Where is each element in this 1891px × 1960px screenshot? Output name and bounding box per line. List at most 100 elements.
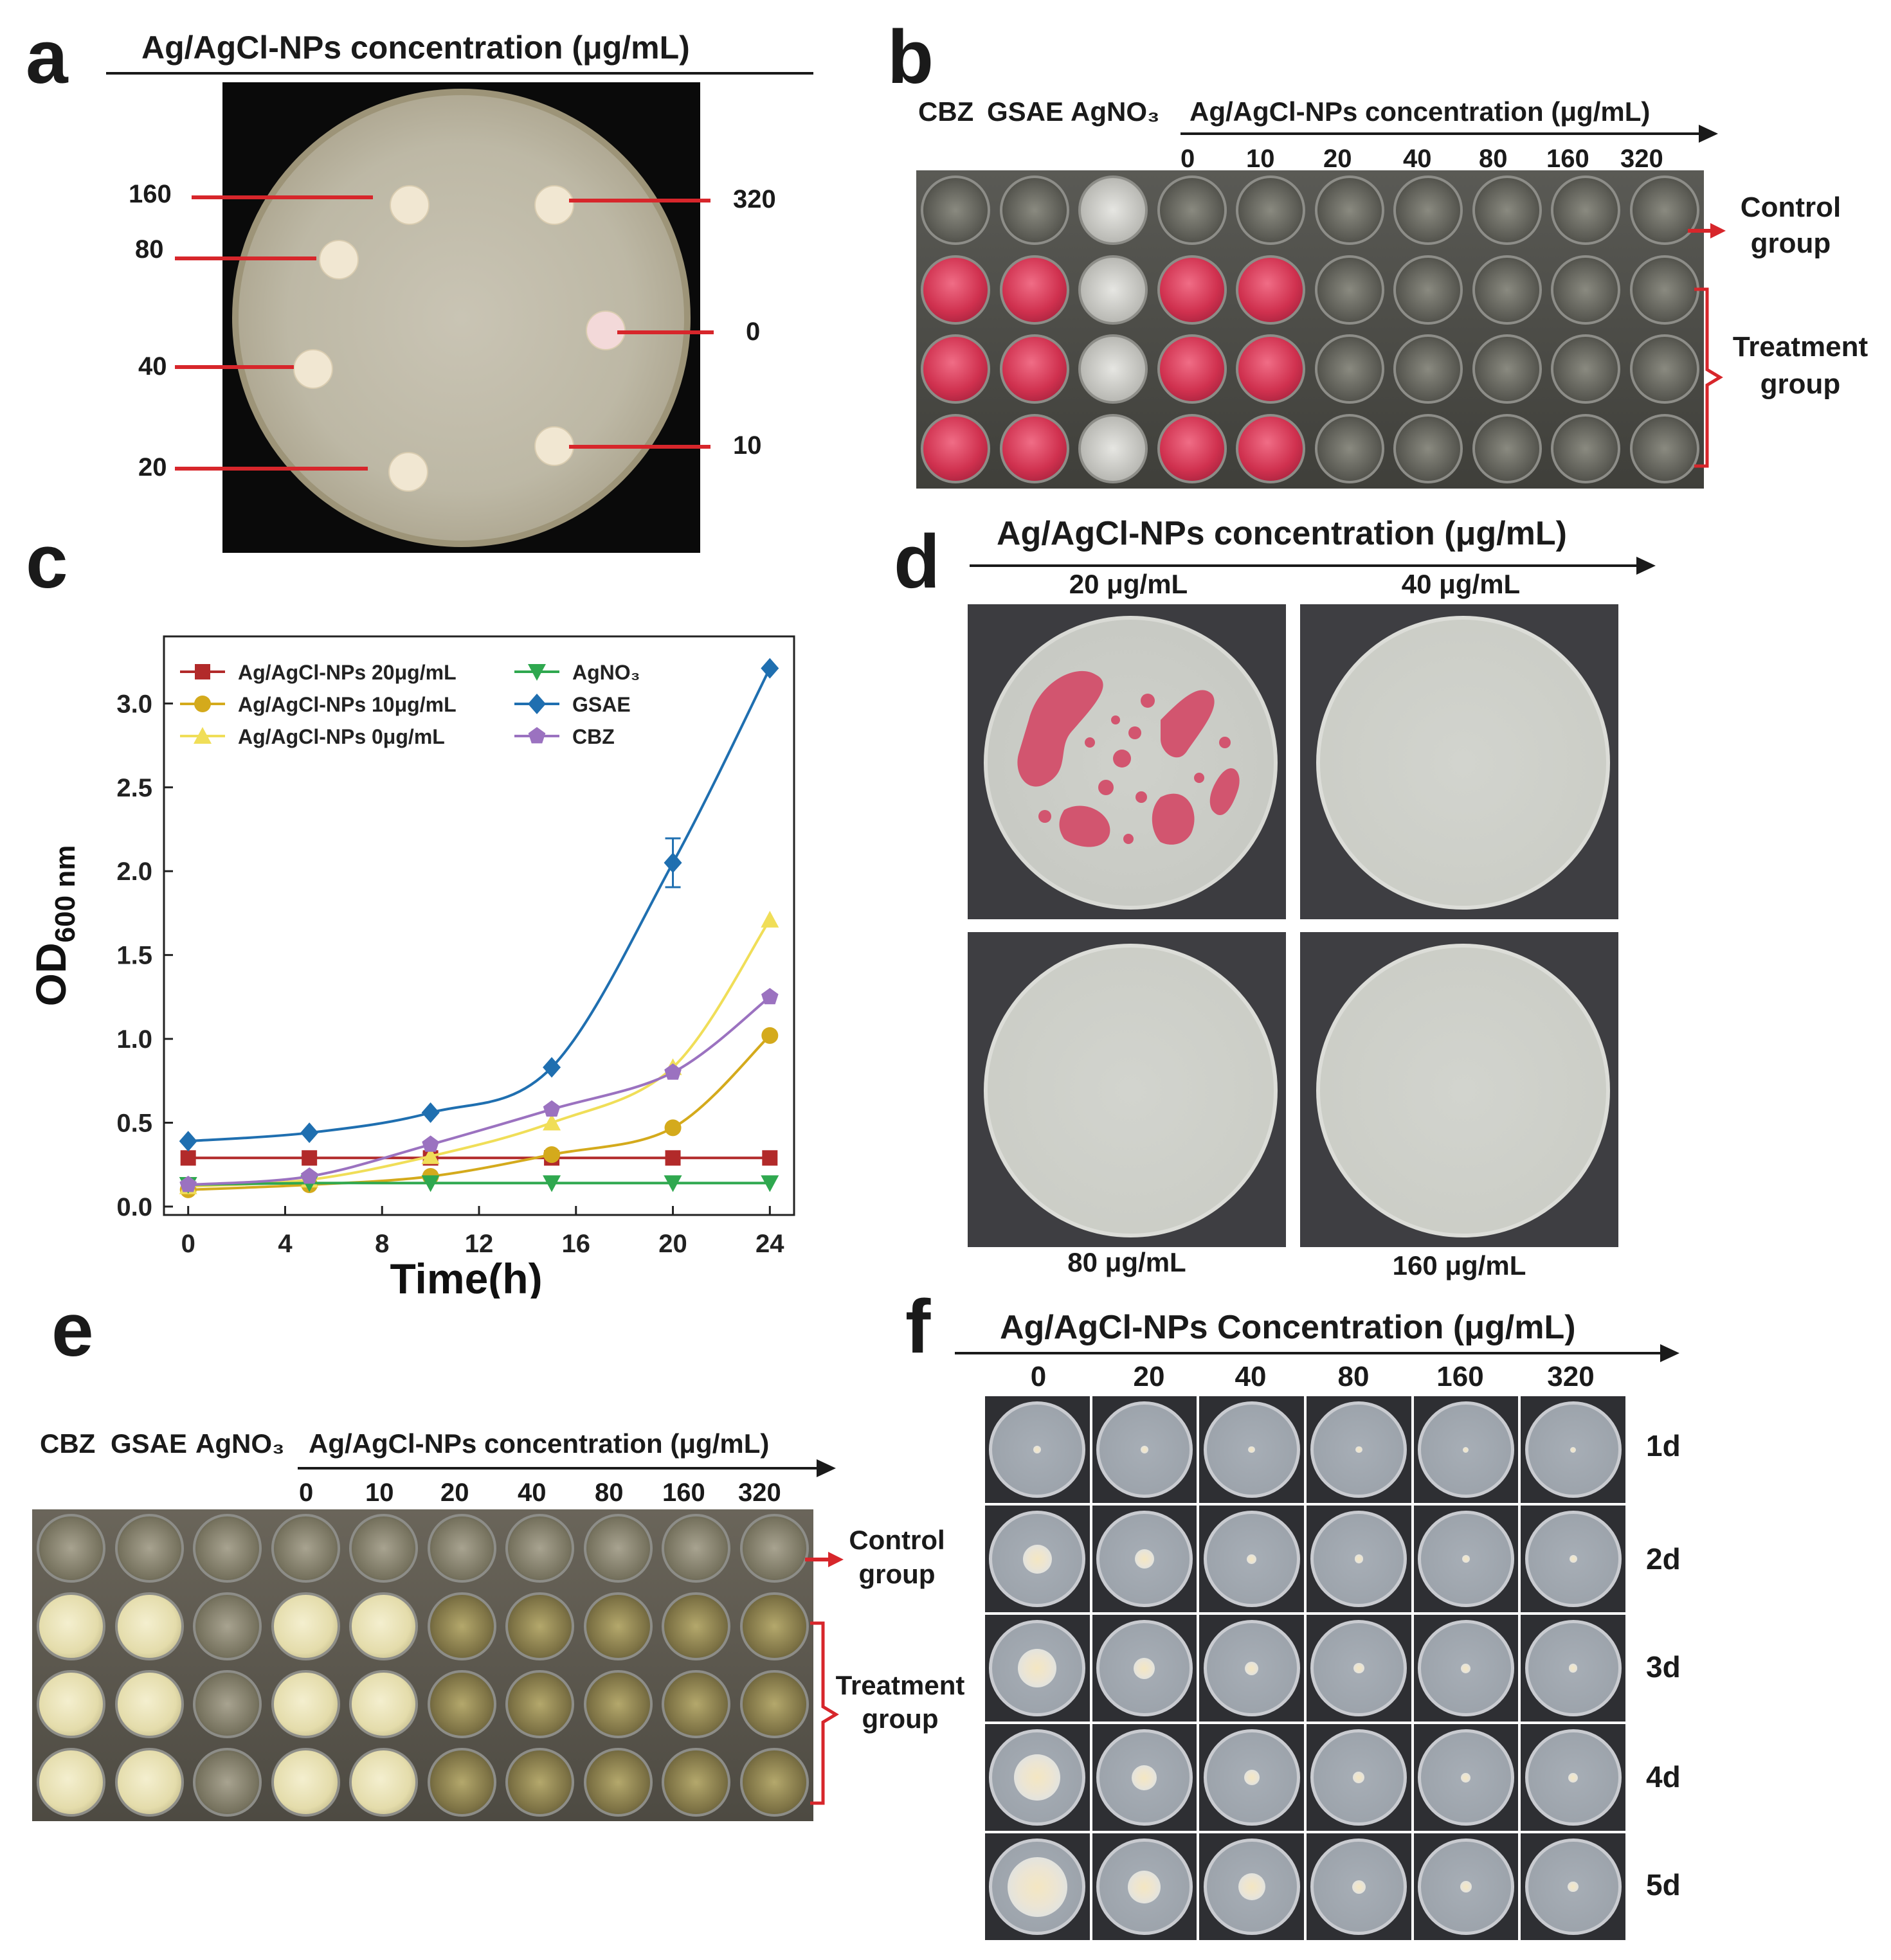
panel-label-e: e bbox=[51, 1288, 94, 1372]
leader-40 bbox=[175, 365, 294, 369]
disc-320 bbox=[534, 185, 574, 225]
data-point bbox=[422, 1135, 439, 1152]
panel-f-header: Ag/AgCl-NPs Concentration (μg/mL) bbox=[1000, 1309, 1576, 1346]
fungal-plate-cell bbox=[985, 1396, 1090, 1503]
well bbox=[37, 1669, 106, 1739]
panel-d-plate-40 bbox=[1300, 604, 1618, 919]
panel-b-header: Ag/AgCl-NPs concentration (μg/mL) bbox=[1190, 96, 1651, 127]
well bbox=[999, 255, 1069, 325]
y-tick-label: 1.5 bbox=[116, 942, 152, 970]
panel-label-a: a bbox=[26, 15, 68, 100]
petri-dish bbox=[1316, 616, 1610, 910]
well bbox=[1236, 175, 1306, 245]
panel-e-col-cbz: CBZ bbox=[40, 1428, 96, 1459]
disc-label-0: 0 bbox=[746, 318, 761, 346]
fungal-colony bbox=[1461, 1663, 1471, 1673]
x-tick-label: 24 bbox=[755, 1230, 784, 1258]
fungal-plate-cell bbox=[1307, 1833, 1411, 1940]
well bbox=[1314, 334, 1384, 404]
well bbox=[1157, 414, 1227, 484]
fungal-colony bbox=[1463, 1446, 1469, 1453]
panel-b-conc-160: 160 bbox=[1546, 145, 1589, 173]
fungal-plate-cell bbox=[1413, 1396, 1519, 1503]
well bbox=[271, 1592, 340, 1661]
panel-d-header: Ag/AgCl-NPs concentration (μg/mL) bbox=[997, 515, 1567, 552]
panel-b-treatment-brace bbox=[1694, 287, 1723, 468]
x-axis-title: Time(h) bbox=[390, 1255, 542, 1299]
panel-f-conc-20: 20 bbox=[1133, 1361, 1165, 1392]
panel-b-header-arrow bbox=[1699, 125, 1718, 143]
well bbox=[193, 1669, 262, 1739]
fungal-plate-cell bbox=[1307, 1724, 1411, 1831]
panel-a-header: Ag/AgCl-NPs concentration (μg/mL) bbox=[141, 30, 690, 66]
fungal-plate-cell bbox=[1199, 1396, 1304, 1503]
panel-f-day-4: 4d bbox=[1646, 1760, 1681, 1794]
legend-label: Ag/AgCl-NPs 0μg/mL bbox=[238, 725, 445, 748]
panel-e-control-label-2: group bbox=[858, 1559, 936, 1589]
y-axis-title-main: OD bbox=[27, 942, 75, 1006]
well bbox=[1393, 334, 1463, 404]
panel-b-col-gsae: GSAE bbox=[987, 96, 1064, 127]
panel-a-photo bbox=[222, 82, 700, 553]
y-axis-title: OD600 nm bbox=[27, 845, 81, 1007]
well bbox=[583, 1748, 653, 1817]
panel-f-day-1: 1d bbox=[1646, 1429, 1681, 1462]
panel-e-well-plate bbox=[32, 1509, 813, 1821]
well bbox=[505, 1514, 575, 1583]
data-point bbox=[543, 1113, 561, 1131]
legend-label: Ag/AgCl-NPs 10μg/mL bbox=[238, 693, 457, 716]
legend-label: GSAE bbox=[572, 693, 631, 716]
fungal-colony bbox=[1568, 1664, 1578, 1673]
fungal-colony bbox=[1022, 1544, 1052, 1574]
fungal-colony bbox=[1355, 1446, 1362, 1453]
panel-e-col-gsae: GSAE bbox=[111, 1428, 188, 1459]
legend-label: CBZ bbox=[572, 725, 615, 748]
fungal-colony bbox=[1134, 1657, 1155, 1679]
panel-b-control-arrowhead bbox=[1710, 223, 1726, 238]
panel-f-conc-0: 0 bbox=[1030, 1361, 1047, 1392]
fungal-colony bbox=[1353, 1662, 1364, 1674]
colony-patches bbox=[1017, 670, 1240, 847]
fungal-colony bbox=[1014, 1754, 1061, 1801]
well bbox=[1157, 175, 1227, 245]
well bbox=[427, 1748, 496, 1817]
panel-e-conc-160: 160 bbox=[662, 1479, 705, 1507]
legend-marker bbox=[195, 664, 210, 679]
well bbox=[1314, 255, 1384, 325]
well bbox=[271, 1748, 340, 1817]
well bbox=[1629, 175, 1699, 245]
well bbox=[1551, 414, 1621, 484]
well bbox=[1236, 334, 1306, 404]
panel-b-conc-320: 320 bbox=[1620, 145, 1663, 173]
well bbox=[921, 334, 991, 404]
disc-label-320: 320 bbox=[733, 185, 776, 213]
well bbox=[1078, 334, 1148, 404]
well bbox=[427, 1514, 496, 1583]
well bbox=[1236, 414, 1306, 484]
fungal-plate-cell bbox=[1413, 1615, 1519, 1722]
panel-d-label-40: 40 μg/mL bbox=[1401, 569, 1521, 599]
well bbox=[427, 1669, 496, 1739]
panel-f-header-rule bbox=[955, 1352, 1662, 1354]
fungal-colony bbox=[1248, 1446, 1255, 1453]
fungal-plate-cell bbox=[1307, 1615, 1411, 1722]
fungal-colony bbox=[1134, 1549, 1154, 1569]
panel-d-plate-160 bbox=[1300, 932, 1618, 1247]
panel-e-control-label-1: Control bbox=[849, 1525, 945, 1555]
well bbox=[921, 175, 991, 245]
well bbox=[1629, 414, 1699, 484]
panel-f-day-3: 3d bbox=[1646, 1650, 1681, 1684]
panel-f-conc-80: 80 bbox=[1337, 1361, 1370, 1392]
y-axis-title-subscript: 600 nm bbox=[50, 845, 81, 943]
petri-dish bbox=[1316, 944, 1610, 1237]
well bbox=[349, 1748, 419, 1817]
fungal-plate-cell bbox=[1413, 1833, 1519, 1940]
panel-b-conc-40: 40 bbox=[1403, 145, 1432, 173]
data-point bbox=[664, 1119, 682, 1137]
well bbox=[583, 1669, 653, 1739]
panel-e-conc-320: 320 bbox=[738, 1479, 781, 1507]
well bbox=[739, 1669, 809, 1739]
panel-e-col-agno3: AgNO₃ bbox=[195, 1428, 285, 1459]
well bbox=[1472, 334, 1542, 404]
disc-160 bbox=[390, 185, 430, 225]
